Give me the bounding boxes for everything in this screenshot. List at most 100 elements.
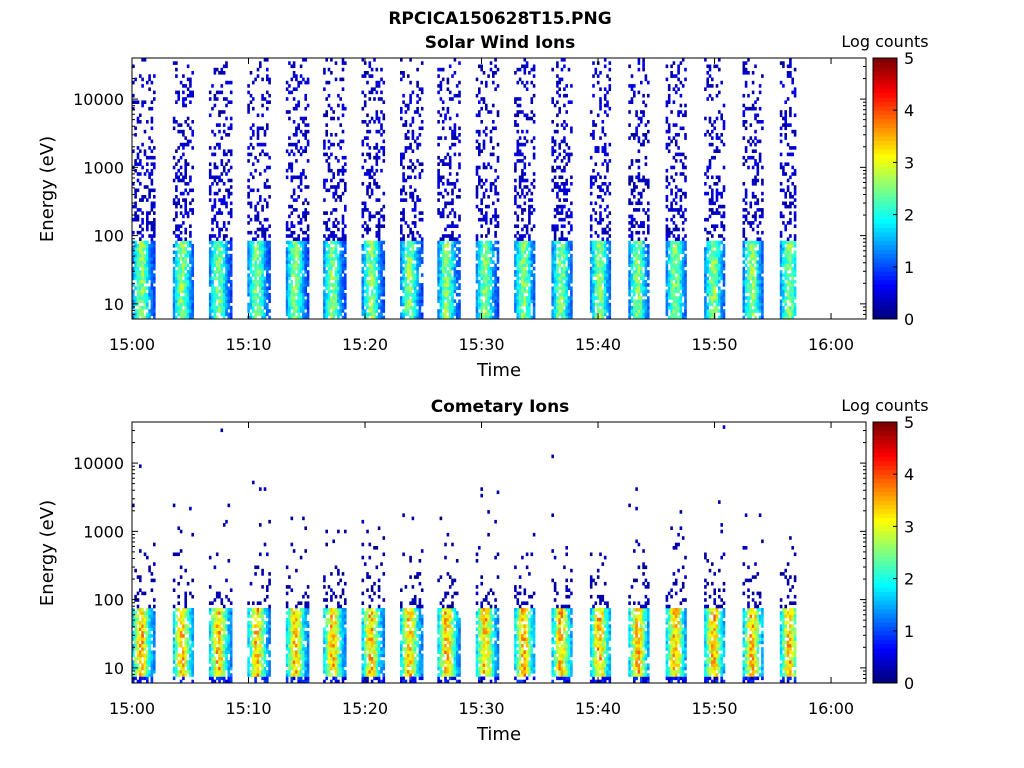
heatmap-cell (558, 237, 561, 241)
heatmap-cell (366, 71, 369, 75)
heatmap-cell (451, 289, 454, 294)
heatmap-cell (332, 299, 335, 303)
heatmap-cell (409, 270, 412, 274)
heatmap-cell (288, 247, 291, 251)
heatmap-cell (285, 253, 289, 258)
heatmap-cell (644, 299, 648, 303)
heatmap-cell (453, 142, 457, 147)
heatmap-cell (489, 136, 493, 140)
heatmap-cell (297, 139, 300, 144)
heatmap-cell (295, 283, 298, 287)
heatmap-cell (341, 58, 345, 62)
heatmap-cell (480, 273, 483, 277)
heatmap-cell (344, 283, 347, 287)
heatmap-cell (134, 309, 137, 313)
heatmap-cell (327, 276, 331, 281)
heatmap-cell (143, 257, 147, 261)
heatmap-cell (567, 312, 571, 317)
heatmap-cell (630, 273, 634, 277)
heatmap-cell (172, 276, 176, 281)
heatmap-cell (608, 106, 612, 111)
heatmap-cell (325, 302, 328, 307)
heatmap-cell (644, 312, 648, 317)
heatmap-cell (261, 244, 264, 248)
heatmap-cell (496, 257, 500, 261)
heatmap-cell (596, 260, 600, 264)
heatmap-cell (672, 296, 676, 300)
heatmap-cell (136, 250, 140, 255)
heatmap-cell (292, 244, 296, 248)
heatmap-cell (496, 113, 500, 118)
heatmap-cell (475, 266, 479, 271)
heatmap-cell (334, 217, 338, 222)
heatmap-cell (177, 309, 180, 313)
heatmap-cell (189, 270, 192, 274)
heatmap-cell (402, 286, 405, 290)
heatmap-cell (514, 185, 517, 189)
heatmap-cell (644, 283, 648, 287)
heatmap-cell (420, 286, 424, 290)
heatmap-cell (407, 234, 410, 238)
heatmap-cell (292, 188, 296, 193)
heatmap-cell (139, 299, 142, 303)
heatmap-cell (567, 250, 571, 255)
heatmap-cell (323, 87, 326, 91)
heatmap-cell (377, 247, 381, 251)
heatmap-cell (420, 289, 424, 294)
heatmap-cell (404, 312, 408, 317)
heatmap-cell (332, 315, 335, 320)
heatmap-cell (635, 250, 638, 255)
heatmap-cell (558, 273, 561, 277)
heatmap-cell (143, 286, 147, 290)
heatmap-cell (341, 309, 345, 313)
heatmap-cell (482, 129, 486, 134)
heatmap-cell (361, 234, 365, 238)
heatmap-cell (518, 296, 522, 300)
heatmap-cell (186, 162, 190, 166)
heatmap-cell (141, 227, 144, 232)
heatmap-cell (487, 244, 490, 248)
heatmap-cell (487, 240, 490, 245)
heatmap-cell (409, 195, 412, 199)
heatmap-cell (530, 80, 534, 85)
heatmap-cell (528, 312, 531, 317)
heatmap-cell (177, 123, 180, 127)
heatmap-cell (370, 188, 374, 193)
heatmap-cell (487, 276, 490, 281)
heatmap-cell (136, 214, 140, 219)
heatmap-cell (344, 260, 347, 264)
heatmap-cell (373, 299, 376, 303)
heatmap-cell (565, 302, 568, 307)
heatmap-cell (453, 214, 457, 219)
heatmap-cell (285, 296, 289, 300)
heatmap-cell (402, 217, 405, 222)
heatmap-cell (528, 286, 531, 290)
heatmap-cell (175, 234, 178, 238)
heatmap-cell (249, 315, 253, 320)
heatmap-cell (377, 230, 381, 235)
heatmap-cell (496, 198, 500, 202)
heatmap-cell (448, 309, 452, 313)
heatmap-cell (482, 305, 486, 310)
heatmap-cell (642, 175, 645, 180)
heatmap-cell (344, 224, 347, 228)
heatmap-cell (480, 67, 483, 72)
heatmap-cell (290, 165, 294, 170)
heatmap-cell (299, 217, 303, 222)
heatmap-cell (530, 97, 534, 101)
heatmap-cell (327, 305, 331, 310)
heatmap-cell (247, 191, 250, 196)
heatmap-cell (409, 286, 412, 290)
heatmap-cell (556, 289, 559, 294)
heatmap-cell (628, 182, 631, 186)
heatmap-cell (304, 283, 307, 287)
heatmap-cell (521, 247, 524, 251)
heatmap-cell (268, 155, 271, 160)
heatmap-cell (530, 67, 534, 72)
heatmap-cell (420, 296, 424, 300)
heatmap-cell (594, 260, 598, 264)
heatmap-cell (563, 276, 566, 281)
heatmap-cell (642, 257, 645, 261)
heatmap-cell (418, 309, 422, 313)
heatmap-cell (592, 312, 595, 317)
